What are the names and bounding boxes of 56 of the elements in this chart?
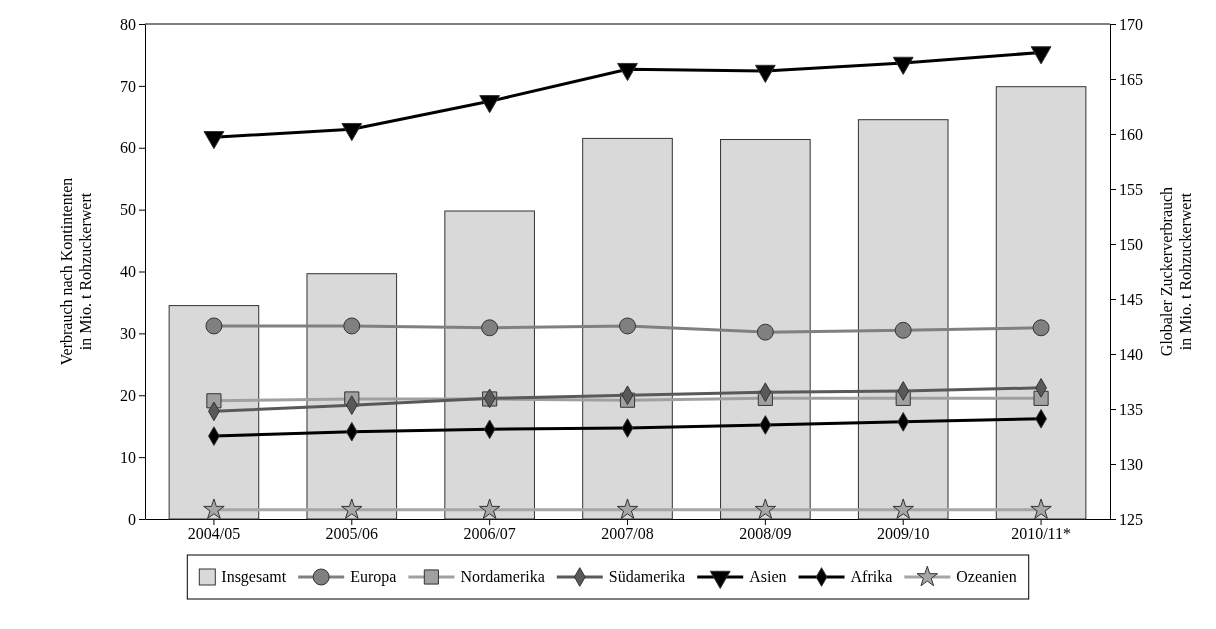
point [481,319,499,337]
y2-tick-label: 135 [1119,400,1143,418]
legend-label: Nordamerika [460,568,545,585]
x-tick-label: 2007/08 [601,525,654,543]
legend-label: Ozeanien [956,568,1017,585]
legend-label: Südamerika [608,568,686,585]
legend-label: Afrika [850,568,893,585]
y2-tick-label: 165 [1119,70,1143,88]
point [203,498,225,519]
legend-label: Asien [749,568,787,585]
y2-tick-label: 170 [1119,15,1143,33]
point [756,323,774,341]
y-tick-label: 10 [120,448,136,466]
x-tick-label: 2010/11* [1011,525,1071,543]
x-tick-label: 2006/07 [463,525,516,543]
point [343,317,361,335]
x-tick-label: 2004/05 [187,525,241,543]
y-tick-label: 40 [120,263,136,281]
point [892,498,914,519]
y-axis-title: Verbrauch nach Kontintenten in Mio. t Rohzuckerwert [58,177,95,366]
point [894,321,912,339]
y-tick-label: 70 [120,77,136,95]
legend-label: Europa [350,568,397,586]
point [341,122,363,142]
point [754,498,777,519]
y-tick-label: 50 [120,201,136,219]
y2-tick-label: 125 [1119,510,1143,528]
x-tick-label: 2005/06 [325,525,379,543]
y2-axis-title: Globaler Zuckerverbrauch in Mio. t Rohzuckerwert [1158,186,1195,357]
y2-tick-label: 150 [1119,235,1143,253]
point [478,498,501,519]
point [754,64,776,83]
point [616,498,639,519]
y-tick-label: 30 [120,324,136,342]
y2-tick-label: 160 [1119,125,1143,143]
x-tick-label: 2008/09 [739,525,792,543]
point [1032,319,1050,337]
point [203,131,225,150]
point [1030,498,1052,519]
point [619,317,636,335]
y-tick-label: 80 [120,15,136,33]
point [617,62,638,82]
point [341,498,363,519]
point [892,56,914,75]
y-tick-label: 20 [120,386,136,404]
y2-tick-label: 145 [1119,290,1143,308]
y-tick-label: 0 [128,510,136,528]
point [1030,46,1052,65]
point [479,95,501,114]
point [205,317,223,335]
y-tick-label: 60 [120,139,136,157]
legend-label: Insgesamt [221,568,287,586]
x-tick-label: 2009/10 [876,525,930,543]
y2-tick-label: 155 [1119,180,1143,198]
y2-tick-label: 130 [1119,455,1143,473]
y2-tick-label: 140 [1119,345,1143,363]
